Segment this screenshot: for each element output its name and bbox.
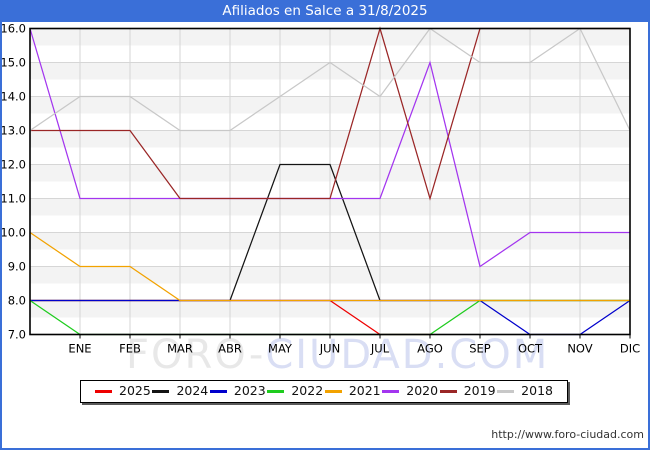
series-line-2018 [29, 27, 631, 132]
x-tick-label-ENE: ENE [68, 342, 91, 356]
legend-swatch-2025 [95, 390, 112, 393]
x-tick-label-SEP: SEP [469, 342, 491, 356]
legend-item-2022: 2022 [267, 385, 323, 398]
x-tick-label-JUL: JUL [370, 342, 390, 356]
legend-item-2021: 2021 [324, 383, 381, 399]
x-tick-label-JUN: JUN [319, 342, 340, 356]
chart-title: Afiliados en Salce a 31/8/2025 [222, 3, 428, 19]
x-tick-label-OCT: OCT [518, 342, 543, 356]
legend-label-2023: 2023 [233, 383, 266, 399]
frame-edge-right [648, 0, 650, 450]
legend-item-2020: 2020 [382, 385, 438, 398]
series-line-2021 [29, 231, 630, 302]
legend-item-2018: 2018 [497, 385, 553, 398]
x-tick-label-DIC: DIC [620, 342, 640, 356]
frame-edge-left [0, 0, 2, 450]
frame-edge-bottom [0, 448, 650, 450]
legend-label-2021: 2021 [348, 383, 381, 399]
y-tick-label-7.0: 7.0 [8, 328, 26, 342]
legend-swatch-2019 [439, 390, 457, 393]
legend-item-2024: 2024 [152, 385, 208, 398]
legend-swatch-2021 [324, 390, 342, 393]
legend-swatch-2018 [497, 390, 515, 393]
legend-box: 2025 2024 2023 2022 2021 2020 2019 2018 [80, 380, 568, 403]
watermark-left: FORO- [126, 332, 266, 378]
x-tick-label-MAR: MAR [167, 342, 193, 356]
y-tick-label-9.0: 9.0 [8, 260, 26, 274]
legend-label-2019: 2019 [463, 383, 496, 399]
legend-label-2018: 2018 [521, 383, 553, 399]
y-tick-label-10.0: 10.0 [0, 226, 26, 240]
title-bar: Afiliados en Salce a 31/8/2025 [0, 0, 650, 22]
y-tick-label-15.0: 15.0 [0, 56, 26, 70]
y-tick-label-14.0: 14.0 [0, 90, 26, 104]
footer-url: http://www.foro-ciudad.com [491, 428, 644, 441]
legend-item-2019: 2019 [439, 383, 496, 399]
x-tick-label-FEB: FEB [119, 342, 141, 356]
y-tick-label-13.0: 13.0 [0, 124, 26, 138]
legend-swatch-2020 [382, 390, 400, 393]
y-tick-label-16.0: 16.0 [0, 22, 26, 36]
watermark-right: CIUDAD.COM [265, 332, 550, 378]
x-tick-label-NOV: NOV [567, 342, 592, 356]
y-tick-label-12.0: 12.0 [0, 158, 26, 172]
legend-label-2022: 2022 [291, 383, 324, 399]
x-tick-label-ABR: ABR [218, 342, 242, 356]
x-tick-label-AGO: AGO [417, 342, 443, 356]
watermark: FORO-CIUDAD.COM [126, 332, 549, 378]
legend-swatch-2022 [267, 390, 285, 393]
legend-label-2020: 2020 [406, 383, 439, 399]
legend-swatch-2023 [209, 390, 227, 393]
legend-item-2023: 2023 [209, 383, 266, 399]
y-tick-label-11.0: 11.0 [0, 192, 26, 206]
y-tick-label-8.0: 8.0 [8, 294, 26, 308]
x-tick-label-MAY: MAY [268, 342, 293, 356]
legend-label-2024: 2024 [176, 383, 209, 399]
legend-label-2025: 2025 [119, 383, 151, 399]
legend-swatch-2024 [152, 390, 170, 393]
legend-item-2025: 2025 [95, 385, 151, 398]
